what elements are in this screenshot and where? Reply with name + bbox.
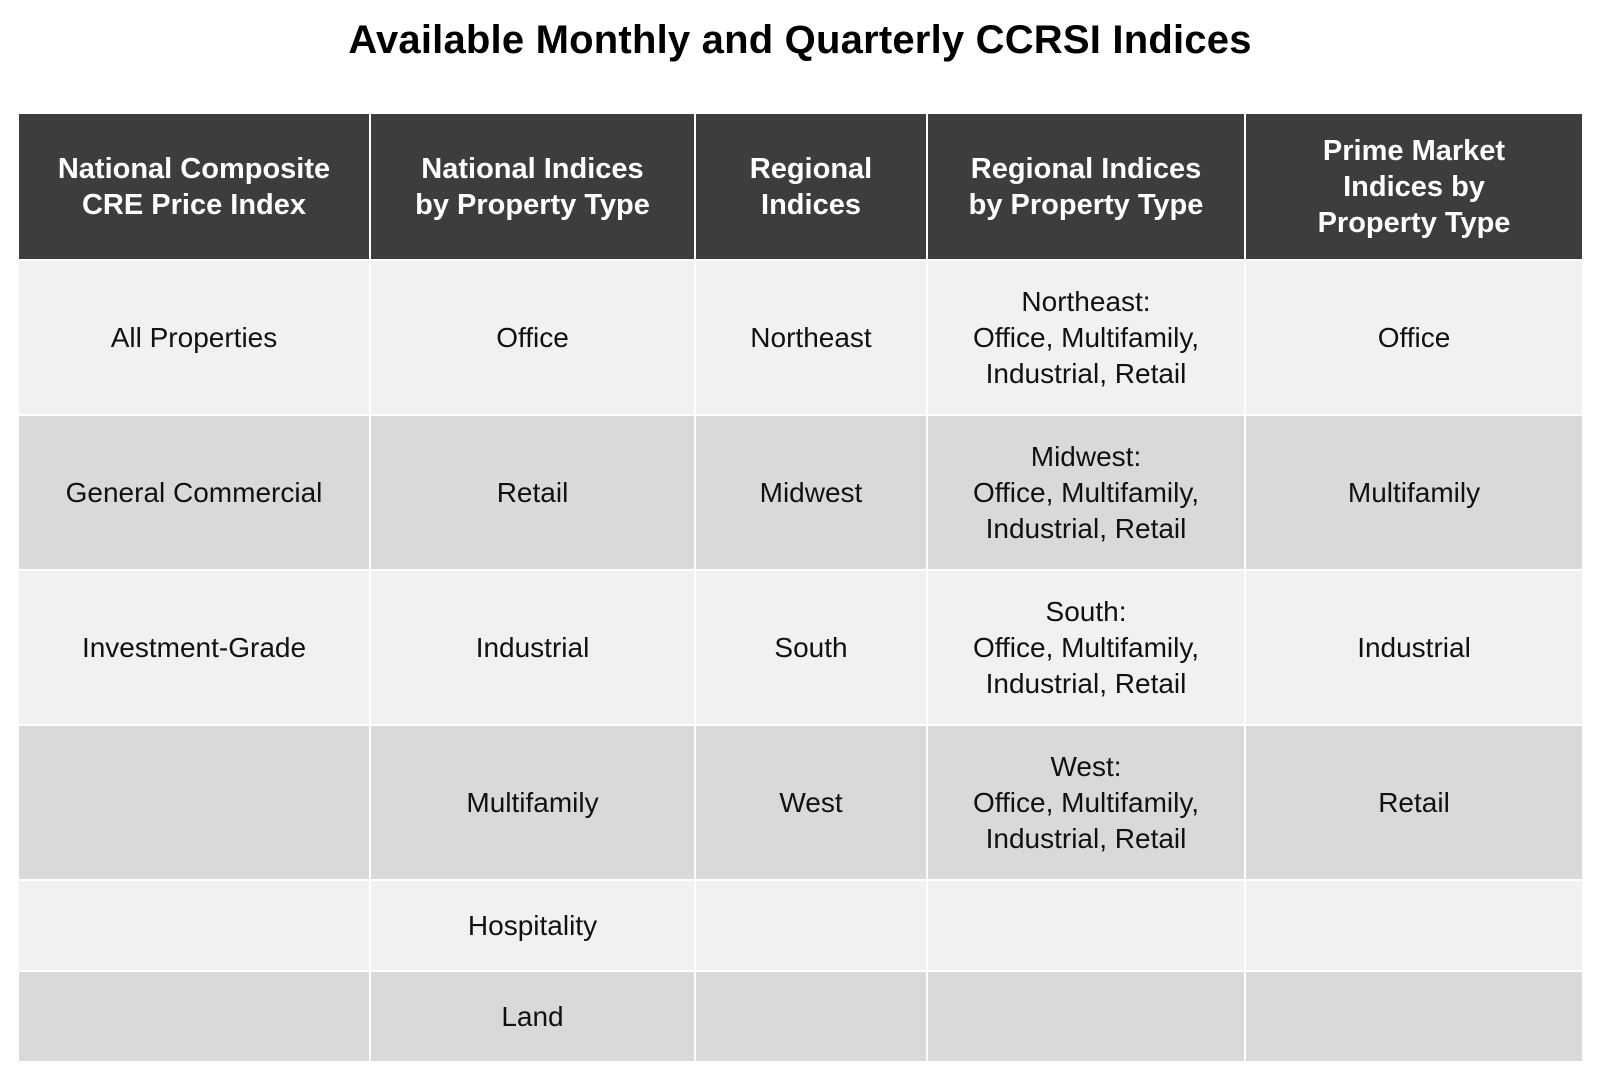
table-row: General Commercial Retail Midwest Midwes… [19,414,1582,571]
table-cell: Midwest [694,414,928,571]
column-header-prime-market: Prime Market Indices by Property Type [1244,114,1582,261]
table-cell [1244,879,1582,972]
table-cell: Multifamily [369,724,696,881]
table-cell: West [694,724,928,881]
table-cell [1244,970,1582,1063]
indices-table-container: National Composite CRE Price Index Natio… [19,114,1582,1063]
table-row: Hospitality [19,879,1582,972]
column-header-regional-by-property-type: Regional Indices by Property Type [926,114,1246,261]
table-row: Investment-Grade Industrial South South:… [19,569,1582,726]
table-cell: Retail [1244,724,1582,881]
table-cell: Industrial [369,569,696,726]
table-cell: Industrial [1244,569,1582,726]
table-cell [19,970,371,1063]
table-cell: Northeast: Office, Multifamily, Industri… [926,259,1246,416]
table-cell: Investment-Grade [19,569,371,726]
table-cell [19,724,371,881]
page-title: Available Monthly and Quarterly CCRSI In… [348,18,1252,62]
table-row: Multifamily West West: Office, Multifami… [19,724,1582,881]
table-row: Land [19,970,1582,1063]
table-cell: Land [369,970,696,1063]
column-header-national-composite: National Composite CRE Price Index [19,114,371,261]
table-cell: All Properties [19,259,371,416]
table-cell: Office [1244,259,1582,416]
table-cell: General Commercial [19,414,371,571]
indices-table: National Composite CRE Price Index Natio… [19,114,1582,1063]
table-cell [19,879,371,972]
table-cell: Midwest: Office, Multifamily, Industrial… [926,414,1246,571]
table-cell [926,879,1246,972]
table-cell: Office [369,259,696,416]
table-cell: Northeast [694,259,928,416]
table-cell: West: Office, Multifamily, Industrial, R… [926,724,1246,881]
table-cell: South: Office, Multifamily, Industrial, … [926,569,1246,726]
table-cell [694,970,928,1063]
table-header-row: National Composite CRE Price Index Natio… [19,114,1582,261]
table-cell [694,879,928,972]
table-row: All Properties Office Northeast Northeas… [19,259,1582,416]
table-cell: Hospitality [369,879,696,972]
table-cell: South [694,569,928,726]
column-header-national-by-property-type: National Indices by Property Type [369,114,696,261]
table-cell: Multifamily [1244,414,1582,571]
table-cell: Retail [369,414,696,571]
table-cell [926,970,1246,1063]
column-header-regional: Regional Indices [694,114,928,261]
